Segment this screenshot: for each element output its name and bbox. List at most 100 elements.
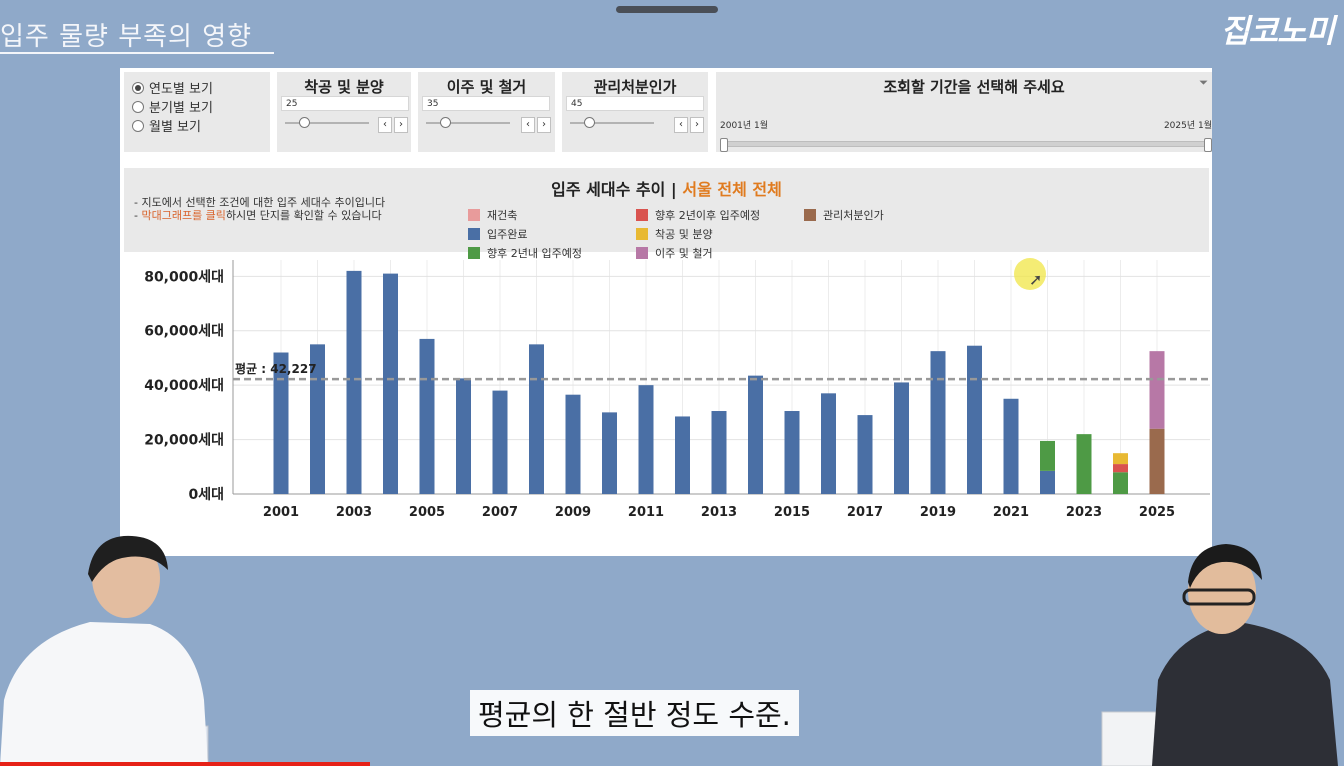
bar-segment[interactable] [529,344,544,494]
param-construction: 착공 및 분양 25 ‹ › [277,72,411,152]
legend-item-management[interactable]: 관리처분인가 [804,207,884,223]
range-start-handle[interactable] [720,138,728,152]
increment-button[interactable]: › [394,117,408,133]
y-tick-label: 40,000세대 [144,378,224,394]
bar-segment[interactable] [1003,398,1019,494]
shirt [0,622,208,766]
increment-button[interactable]: › [690,117,704,133]
drag-handle[interactable] [616,6,718,13]
y-tick-label: 20,000세대 [144,433,224,449]
bar-segment[interactable] [711,411,727,494]
period-start-label: 2001년 1월 [720,121,769,131]
bar-segment[interactable] [1113,464,1128,473]
legend-item-after-2y[interactable]: 향후 2년이후 입주예정 [636,207,760,223]
radio-dot-icon [132,100,144,113]
dashboard-panel: 연도별 보기 분기별 보기 월별 보기 착공 및 분양 25 ‹ › 이주 및 … [120,68,1212,556]
note-highlight: 막대그래프를 클릭 [141,209,226,222]
decrement-button[interactable]: ‹ [521,117,535,133]
channel-logo: 집코노미 [1220,12,1335,50]
legend-item-within-2y[interactable]: 향후 2년내 입주예정 [468,245,582,261]
bar-segment[interactable] [310,344,325,494]
bar-segment[interactable] [675,416,690,494]
slider-thumb[interactable] [299,117,310,128]
note-line-1: - 지도에서 선택한 조건에 대한 입주 세대수 추이입니다 [134,196,386,209]
bar-segment[interactable] [1040,440,1055,471]
glasses [1182,588,1256,606]
param-value-input[interactable]: 45 [566,96,704,111]
bar-segment[interactable] [419,338,435,494]
legend-swatch [636,228,648,240]
increment-button[interactable]: › [537,117,551,133]
video-title: 입주 물량 부족의 영향 [0,22,253,52]
cursor-highlight [1014,258,1046,290]
x-tick-label: 2013 [701,505,737,520]
title-underline [0,52,274,54]
radio-dot-icon [132,81,144,94]
bar-segment[interactable] [346,270,362,494]
presenter-left [0,535,209,766]
radio-quarterly[interactable]: 분기별 보기 [132,97,270,116]
legend-item-relocation[interactable]: 이주 및 철거 [636,245,713,261]
bar-segment[interactable] [821,393,836,494]
slider-track[interactable] [285,122,369,124]
decrement-button[interactable]: ‹ [674,117,688,133]
view-mode-group: 연도별 보기 분기별 보기 월별 보기 [124,72,270,152]
legend-swatch [804,209,816,221]
bar-segment[interactable] [383,273,398,494]
period-end-label: 2025년 1월 [1163,121,1212,131]
bar-segment[interactable] [748,375,763,494]
decrement-button[interactable]: ‹ [378,117,392,133]
radio-yearly[interactable]: 연도별 보기 [132,78,270,97]
slider-track[interactable] [426,122,510,124]
x-tick-label: 2011 [628,505,664,520]
chart-title: 입주 세대수 추이 | 서울 전체 전체 [124,176,1209,200]
bar-segment[interactable] [1113,472,1128,494]
param-title: 이주 및 철거 [446,78,527,96]
x-tick-label: 2025 [1139,505,1175,520]
bar-segment[interactable] [784,411,800,494]
bar-segment[interactable] [492,390,508,494]
y-tick-label: 80,000세대 [144,269,224,285]
bar-chart: 80,000세대 60,000세대 40,000세대 20,000세대 0세대 평균 : … [144,260,1210,520]
legend-label: 관리처분인가 [823,209,884,222]
legend-item-rebuild[interactable]: 재건축 [468,207,517,223]
bar-segment[interactable] [930,351,946,494]
radio-label: 분기별 보기 [149,101,213,116]
param-value-input[interactable]: 25 [281,96,409,111]
x-tick-label: 2001 [263,505,299,520]
legend-label: 재건축 [487,209,518,222]
bar-segment[interactable] [894,382,909,494]
chart-title-main: 입주 세대수 추이 | [551,180,683,199]
video-progress-bar[interactable] [0,762,370,766]
bar-segment[interactable] [1149,351,1165,429]
legend-item-construction[interactable]: 착공 및 분양 [636,226,713,242]
bar-segment[interactable] [857,415,873,494]
bar-segment[interactable] [273,352,289,494]
bar-segment[interactable] [1149,428,1165,494]
bar-segment[interactable] [638,385,654,494]
slider-track[interactable] [570,122,654,124]
radio-dot-icon [132,119,144,132]
bar-segment[interactable] [565,394,581,494]
slider-thumb[interactable] [584,117,595,128]
range-track[interactable] [724,141,1208,147]
bar-segment[interactable] [1113,453,1128,465]
bar-segment[interactable] [967,345,982,494]
radio-monthly[interactable]: 월별 보기 [132,116,270,135]
bar-segment[interactable] [456,378,471,494]
x-tick-label: 2003 [336,505,372,520]
period-selector: 조회할 기간을 선택해 주세요 ⏷ 2001년 1월 2025년 1월 [716,72,1212,152]
legend-item-completed[interactable]: 입주완료 [468,226,527,242]
x-tick-label: 2007 [482,505,518,520]
bar-segment[interactable] [1076,434,1092,494]
param-value-input[interactable]: 35 [422,96,550,111]
chart-title-region: 서울 전체 전체 [682,180,782,199]
filter-icon[interactable]: ⏷ [1199,76,1208,89]
chart-notes: - 지도에서 선택한 조건에 대한 입주 세대수 추이입니다 - 막대그래프를 … [134,196,385,222]
range-end-handle[interactable] [1204,138,1212,152]
legend-label: 이주 및 철거 [655,247,713,260]
face [1188,550,1256,634]
bar-segment[interactable] [1040,470,1055,494]
bar-segment[interactable] [602,412,617,494]
slider-thumb[interactable] [440,117,451,128]
